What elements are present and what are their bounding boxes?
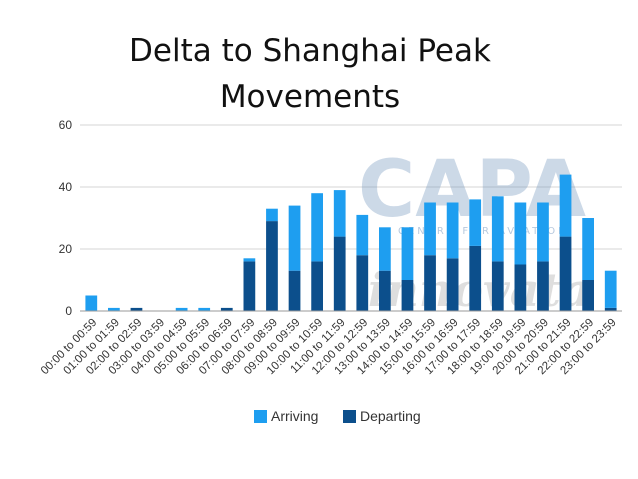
- legend: Arriving Departing: [254, 408, 421, 424]
- bar-arriving: [469, 199, 482, 246]
- bar-departing: [379, 270, 391, 311]
- title-line-2: Movements: [219, 79, 401, 115]
- bar-departing: [130, 307, 143, 311]
- bar-departing: [604, 307, 617, 311]
- y-tick-label: 0: [65, 304, 72, 318]
- legend-label-departing: Departing: [360, 408, 421, 424]
- legend-label-arriving: Arriving: [271, 408, 318, 424]
- bar-arriving: [356, 214, 369, 256]
- y-tick-label: 60: [59, 118, 73, 132]
- bar-arriving: [333, 190, 346, 237]
- bar-arriving: [266, 208, 278, 222]
- bar-departing: [311, 261, 323, 311]
- bar-arriving: [514, 202, 527, 265]
- y-axis-ticks: 0 20 40 60: [59, 118, 73, 318]
- bar-departing: [356, 255, 369, 311]
- bar-departing: [582, 280, 594, 311]
- bar-departing: [559, 236, 572, 311]
- bar-departing: [401, 280, 414, 311]
- y-tick-label: 40: [59, 180, 73, 194]
- bar-arriving: [379, 227, 391, 271]
- bar-departing: [333, 236, 346, 311]
- gridlines: [80, 124, 622, 250]
- bar-arriving: [582, 218, 594, 280]
- y-tick-label: 20: [59, 242, 73, 256]
- bar-arriving: [311, 193, 323, 262]
- bar-arriving: [85, 295, 98, 311]
- bar-departing: [243, 261, 256, 311]
- bar-arriving: [424, 202, 436, 256]
- bar-departing: [220, 307, 233, 311]
- bar-arriving: [446, 202, 459, 259]
- bar-arriving: [537, 202, 549, 262]
- bar-departing: [446, 258, 459, 311]
- bar-departing: [469, 245, 482, 311]
- bar-arriving: [108, 307, 120, 311]
- legend-swatch-arriving: [254, 410, 267, 423]
- bar-departing: [288, 270, 301, 311]
- bar-arriving: [175, 307, 188, 311]
- bar-arriving: [559, 174, 572, 237]
- bar-departing: [537, 261, 549, 311]
- bar-departing: [424, 255, 436, 311]
- bar-departing: [514, 264, 527, 311]
- slide-title: Delta to Shanghai Peak Movements: [60, 28, 560, 120]
- bar-departing: [491, 261, 504, 311]
- watermark-tagline: CENTRE FOR AVIATION: [398, 226, 569, 237]
- bar-arriving: [401, 227, 414, 280]
- legend-swatch-departing: [343, 410, 356, 423]
- bar-arriving: [288, 205, 301, 271]
- bar-departing: [266, 221, 278, 311]
- bars: [85, 174, 617, 311]
- title-line-1: Delta to Shanghai Peak: [129, 33, 491, 69]
- bar-arriving: [198, 307, 211, 311]
- bar-arriving: [243, 258, 256, 262]
- bar-arriving: [604, 270, 617, 308]
- bar-arriving: [491, 196, 504, 262]
